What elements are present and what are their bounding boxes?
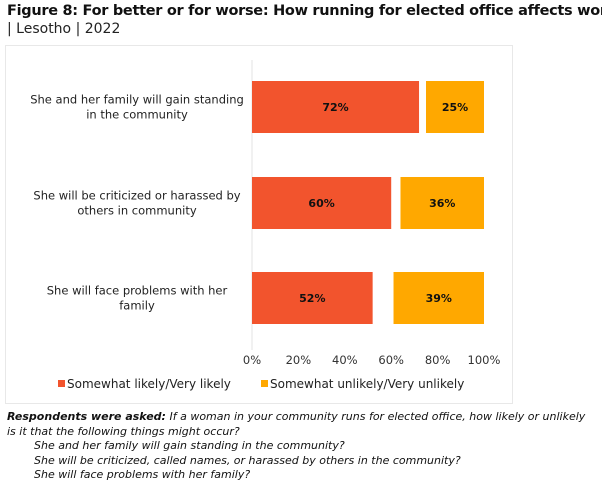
data-label: 72% [322,101,348,114]
bar-chart: 72% 25% 60% 36% 52% 39% She and her family wi… [30,60,501,391]
bar-unlikely [426,81,484,133]
chart-frame [5,45,513,404]
figure-subtitle: | Lesotho | 2022 [7,21,121,37]
category-label: She and her family will gain standing in … [30,93,244,122]
legend-swatch [58,380,65,387]
data-label: 52% [299,292,325,305]
figure-title: Figure 8: For better or for worse: How r… [7,3,602,19]
x-tick-label: 100% [468,353,501,367]
x-tick-label: 20% [286,353,312,367]
data-label: 60% [308,197,334,210]
data-label: 36% [429,197,455,210]
note-question: If a woman in your community runs for el… [7,410,586,438]
category-label: She will face problems with her family [47,284,228,313]
survey-note: Respondents were asked: If a woman in yo… [7,410,597,483]
legend-label: Somewhat likely/Very likely [67,377,231,391]
bar-unlikely [400,177,484,229]
bar-likely [252,272,373,324]
bar-likely [252,81,420,133]
note-item: She will be criticized, called names, or… [34,453,461,467]
note-lead: Respondents were asked: [7,410,166,423]
bar-unlikely [393,272,484,324]
note-item: She and her family will gain standing in… [34,439,345,452]
x-tick-label: 0% [243,353,261,367]
data-label: 39% [426,292,452,305]
x-tick-label: 40% [332,353,358,367]
note-item: She will face problems with her family? [34,468,251,481]
category-label: She will be criticized or harassed by oth… [33,189,240,218]
data-label: 25% [442,101,468,114]
x-tick-label: 80% [425,353,451,367]
legend-swatch [261,380,268,387]
legend-label: Somewhat unlikely/Very unlikely [270,377,464,391]
bar-likely [252,177,392,229]
x-tick-label: 60% [378,353,404,367]
